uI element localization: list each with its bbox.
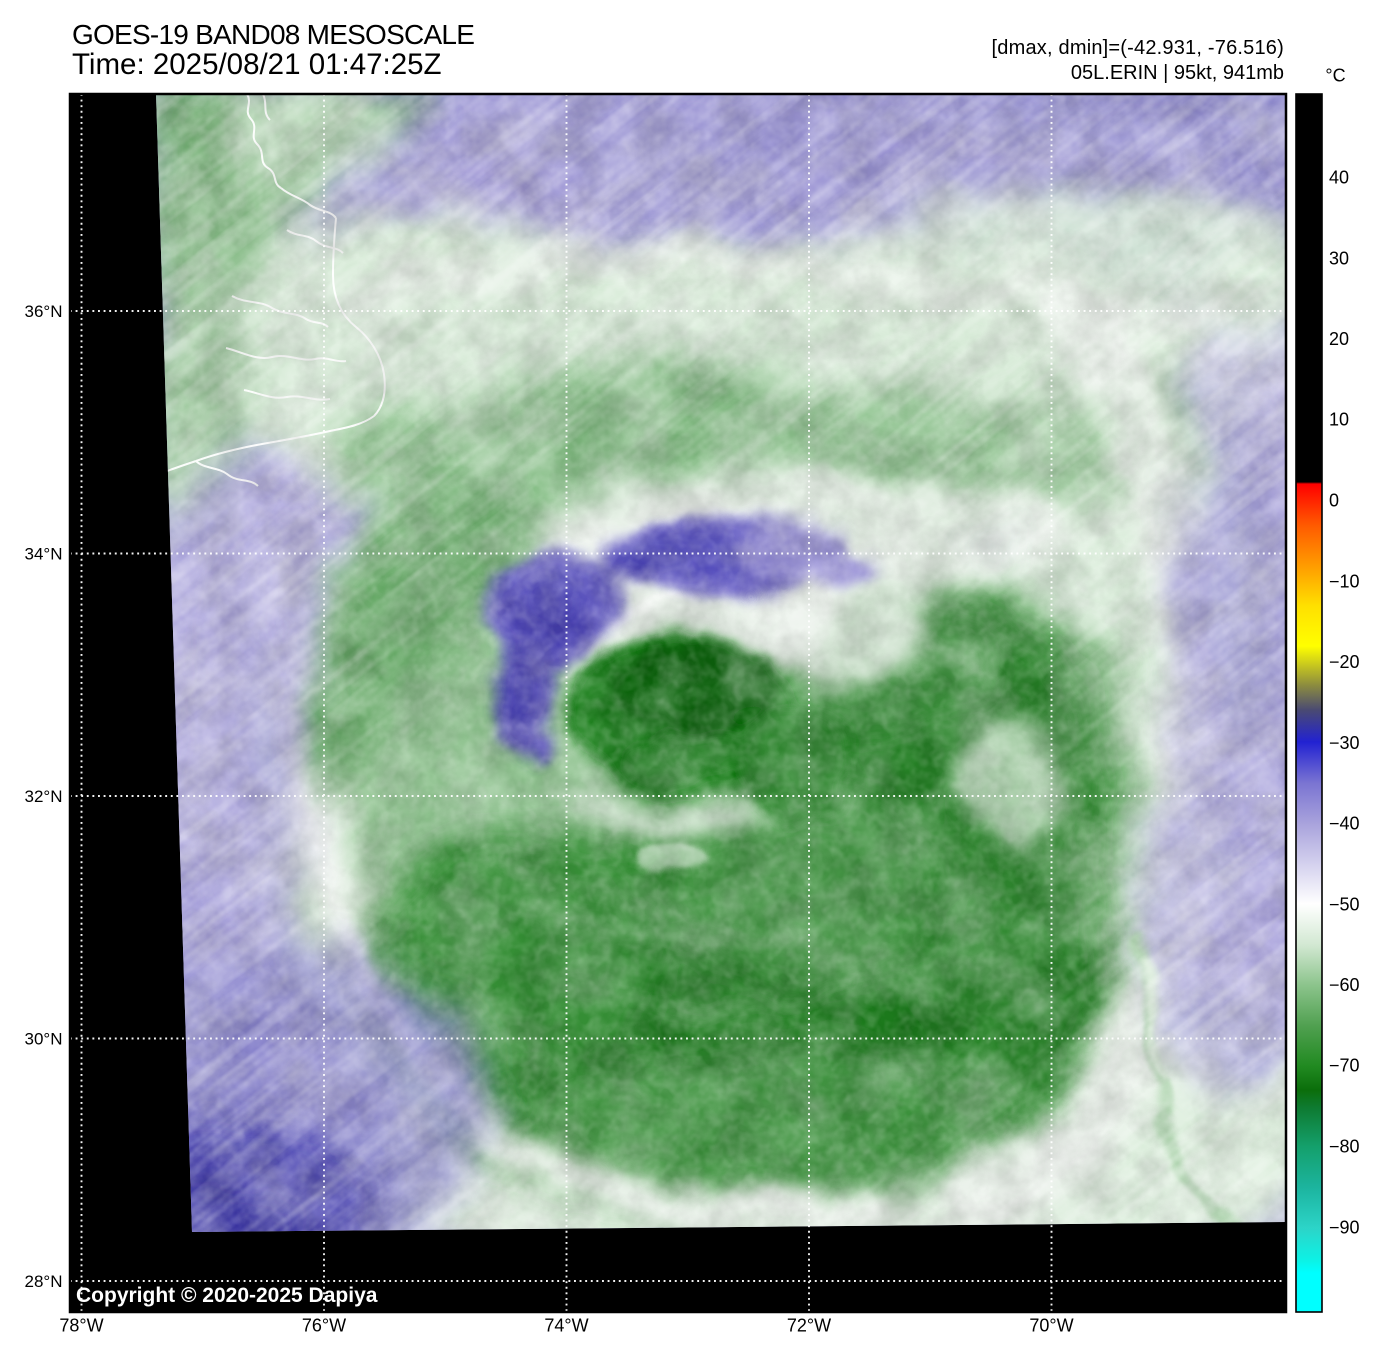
svg-text:[dmax, dmin]=(-42.931, -76.516: [dmax, dmin]=(-42.931, -76.516)	[992, 37, 1284, 59]
svg-text:32°N: 32°N	[25, 787, 63, 806]
svg-text:−70: −70	[1329, 1056, 1360, 1076]
svg-text:−80: −80	[1329, 1137, 1360, 1157]
svg-text:−90: −90	[1329, 1218, 1360, 1238]
svg-text:Copyright © 2020-2025 Dapiya: Copyright © 2020-2025 Dapiya	[76, 1284, 378, 1307]
svg-text:34°N: 34°N	[25, 545, 63, 564]
svg-text:−50: −50	[1329, 895, 1360, 915]
svg-text:76°W: 76°W	[302, 1316, 346, 1336]
svg-text:−40: −40	[1329, 814, 1360, 834]
svg-text:−30: −30	[1329, 733, 1360, 753]
svg-text:−10: −10	[1329, 572, 1360, 592]
svg-text:GOES-19 BAND08 MESOSCALE: GOES-19 BAND08 MESOSCALE	[72, 19, 474, 50]
svg-text:20: 20	[1329, 329, 1349, 349]
svg-text:36°N: 36°N	[25, 302, 63, 321]
svg-text:30: 30	[1329, 249, 1349, 269]
svg-text:78°W: 78°W	[59, 1316, 103, 1336]
svg-text:74°W: 74°W	[544, 1316, 588, 1336]
svg-text:−60: −60	[1329, 975, 1360, 995]
svg-text:28°N: 28°N	[25, 1272, 63, 1291]
svg-text:72°W: 72°W	[787, 1316, 831, 1336]
svg-text:°C: °C	[1325, 66, 1345, 86]
svg-text:0: 0	[1329, 491, 1339, 511]
svg-text:30°N: 30°N	[25, 1030, 63, 1049]
svg-text:Time: 2025/08/21 01:47:25Z: Time: 2025/08/21 01:47:25Z	[72, 48, 442, 81]
svg-text:70°W: 70°W	[1029, 1316, 1073, 1336]
svg-text:05L.ERIN | 95kt, 941mb: 05L.ERIN | 95kt, 941mb	[1071, 62, 1284, 84]
svg-text:−20: −20	[1329, 652, 1360, 672]
svg-text:10: 10	[1329, 410, 1349, 430]
svg-text:40: 40	[1329, 168, 1349, 188]
